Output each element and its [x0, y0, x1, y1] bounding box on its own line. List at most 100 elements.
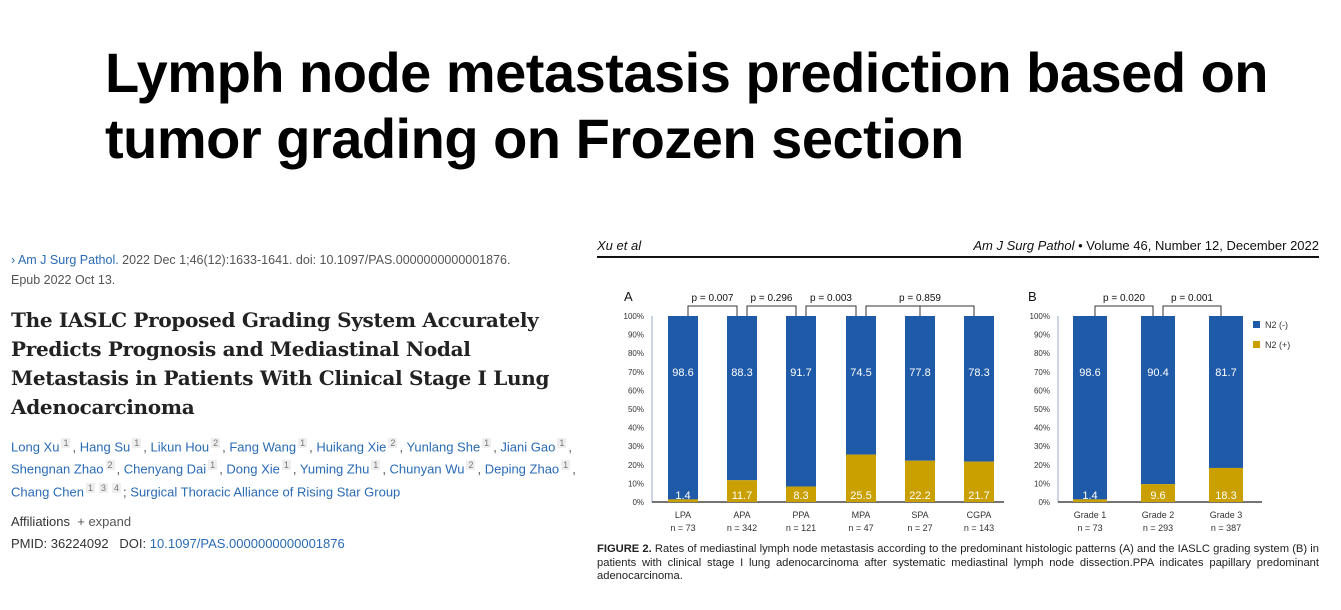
affiliation-number[interactable]: 1 [298, 438, 308, 448]
y-tick-label: 70% [628, 368, 644, 377]
data-label: 25.5 [850, 490, 871, 502]
group-link[interactable]: Surgical Thoracic Alliance of Rising Sta… [130, 483, 401, 499]
legend-swatch [1253, 341, 1260, 348]
bar-n2-negative [1209, 316, 1243, 468]
x-tick-label: MPA [852, 510, 871, 520]
y-tick-label: 50% [1034, 405, 1050, 414]
y-tick-label: 100% [624, 312, 644, 321]
legend-label: N2 (-) [1265, 320, 1288, 330]
affiliation-number[interactable]: 1 [557, 438, 567, 448]
header-divider [597, 256, 1319, 258]
bar-n2-negative [964, 316, 994, 462]
y-tick-label: 80% [628, 349, 644, 358]
figure-header-authors: Xu et al [597, 238, 642, 253]
identifiers: PMID: 36224092 DOI: 10.1097/PAS.00000000… [11, 533, 581, 555]
author-link[interactable]: Long Xu [11, 439, 60, 455]
bar-n2-positive [1073, 499, 1107, 502]
y-tick-label: 40% [628, 424, 644, 433]
author-link[interactable]: Huikang Xie [316, 439, 387, 455]
bar-n2-negative [786, 316, 816, 487]
sample-size-label: n = 121 [786, 523, 816, 533]
paper-title: The IASLC Proposed Grading System Accura… [11, 308, 550, 419]
author-link[interactable]: Likun Hou [150, 439, 210, 455]
bar-n2-negative [668, 316, 698, 500]
p-value-label: p = 0.003 [810, 293, 852, 304]
y-tick-label: 30% [1034, 442, 1050, 451]
affiliation-number[interactable]: 1 [371, 460, 381, 471]
journal-link[interactable]: › Am J Surg Pathol. [11, 253, 119, 267]
data-label: 74.5 [850, 367, 871, 379]
author-link[interactable]: Deping Zhao [484, 461, 560, 477]
affiliation-number[interactable]: 4 [112, 482, 122, 493]
significance-bracket [805, 305, 857, 316]
y-tick-label: 10% [1034, 479, 1050, 488]
p-value-label: p = 0.007 [692, 293, 734, 304]
x-tick-label: APA [733, 510, 750, 520]
affiliation-number[interactable]: 3 [99, 482, 109, 493]
affiliation-number[interactable]: 1 [281, 460, 291, 471]
affiliation-number[interactable]: 2 [466, 460, 476, 471]
y-tick-label: 50% [628, 405, 644, 414]
x-tick-label: SPA [911, 510, 928, 520]
sample-size-label: n = 47 [848, 523, 873, 533]
author-link[interactable]: Fang Wang [229, 439, 297, 455]
author-link[interactable]: Jiani Gao [500, 439, 556, 455]
sample-size-label: n = 293 [1143, 523, 1173, 533]
journal-title: Am J Surg Pathol [973, 238, 1075, 253]
affiliation-number[interactable]: 2 [388, 438, 398, 448]
data-label: 8.3 [793, 490, 808, 502]
y-tick-label: 20% [628, 461, 644, 470]
y-tick-label: 90% [1034, 331, 1050, 340]
sample-size-label: n = 27 [907, 523, 932, 533]
expand-button[interactable]: + expand [77, 513, 132, 529]
affiliations-label: Affiliations [11, 513, 71, 529]
data-label: 11.7 [732, 490, 753, 502]
y-tick-label: 10% [628, 479, 644, 488]
doi-link[interactable]: 10.1097/PAS.0000000000001876 [149, 535, 345, 551]
y-tick-label: 30% [628, 442, 644, 451]
author-link[interactable]: Yunlang She [406, 439, 481, 455]
y-tick-label: 40% [1034, 424, 1050, 433]
affiliation-number[interactable]: 1 [482, 438, 492, 448]
p-value-label: p = 0.296 [751, 293, 793, 304]
author-link[interactable]: Chang Chen [11, 483, 84, 499]
author-link[interactable]: Yuming Zhu [299, 461, 370, 477]
data-label: 81.7 [1215, 367, 1236, 379]
p-value-label: p = 0.001 [1171, 293, 1213, 304]
sample-size-label: n = 342 [727, 523, 757, 533]
author-link[interactable]: Dong Xie [226, 461, 280, 477]
bar-n2-positive [786, 486, 816, 502]
bar-n2-positive [964, 461, 994, 502]
affiliation-number[interactable]: 2 [211, 438, 221, 448]
legend-label: N2 (+) [1265, 340, 1290, 350]
x-tick-label: Grade 3 [1210, 510, 1243, 520]
affiliation-number[interactable]: 1 [561, 460, 571, 471]
bar-n2-positive [727, 480, 757, 502]
affiliation-number[interactable]: 1 [208, 460, 218, 471]
author-list: Long Xu 1, Hang Su 1, Likun Hou 2, Fang Wan… [11, 438, 576, 499]
y-tick-label: 0% [632, 498, 644, 507]
bar-n2-positive [905, 460, 935, 502]
significance-bracket [687, 305, 738, 316]
figure-caption: FIGURE 2. Rates of mediastinal lymph nod… [597, 543, 1319, 584]
affiliation-number[interactable]: 1 [86, 482, 96, 493]
author-link[interactable]: Chenyang Dai [123, 461, 207, 477]
affiliation-number[interactable]: 1 [61, 438, 71, 448]
data-label: 78.3 [968, 367, 989, 379]
y-tick-label: 90% [628, 331, 644, 340]
pmid: PMID: 36224092 [11, 535, 109, 551]
affiliation-number[interactable]: 1 [132, 438, 142, 448]
affiliation-number[interactable]: 2 [105, 460, 115, 471]
bar-n2-negative [1141, 316, 1175, 485]
bar-n2-negative [905, 316, 935, 461]
author-link[interactable]: Chunyan Wu [389, 461, 465, 477]
y-tick-label: 60% [1034, 386, 1050, 395]
author-link[interactable]: Hang Su [79, 439, 131, 455]
data-label: 1.4 [1082, 490, 1097, 502]
slide-title: Lymph node metastasis prediction based o… [105, 41, 1269, 170]
data-label: 98.6 [672, 367, 693, 379]
author-link[interactable]: Shengnan Zhao [11, 461, 104, 477]
journal-name[interactable]: Am J Surg Pathol. [17, 253, 119, 267]
data-label: 18.3 [1215, 490, 1236, 502]
